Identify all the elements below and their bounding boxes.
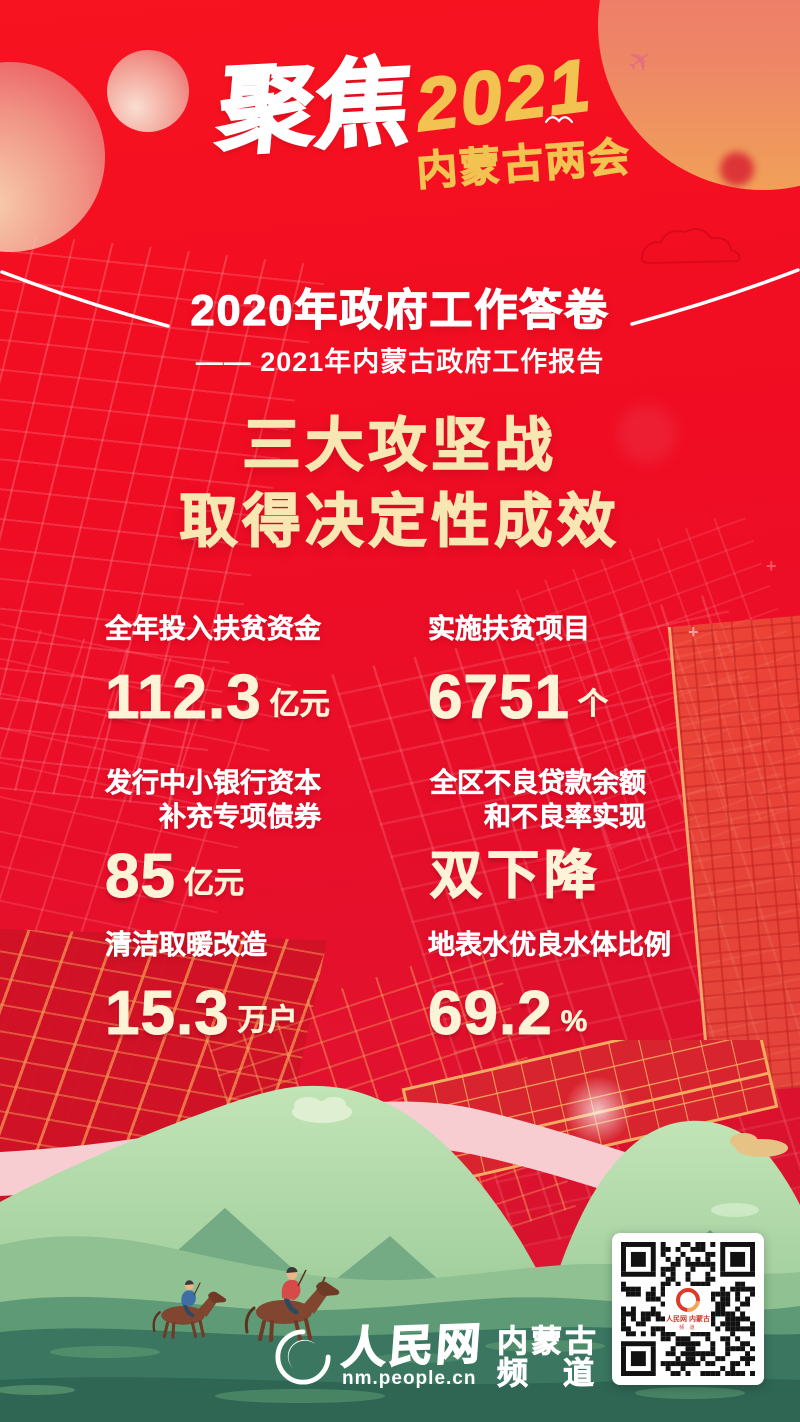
- bokeh-circle-small: [720, 152, 754, 186]
- stat-label: 清洁取暖改造: [105, 930, 267, 961]
- ground-dark: [0, 1377, 800, 1422]
- qr-modules: [621, 1242, 755, 1376]
- brand-focus-calligraphy: 聚焦: [213, 48, 418, 167]
- horse-rider-large: [244, 1266, 340, 1342]
- orange-tower-right: [667, 614, 800, 1096]
- stat-value: 69.2%: [428, 978, 588, 1048]
- tan-cloud: [730, 1133, 788, 1157]
- footer-logo: 人民网 nm.people.cn 内蒙古 频 道: [274, 1319, 599, 1391]
- stat-poverty-funds: 全年投入扶贫资金 112.3 亿元: [105, 612, 331, 733]
- site-name: 人民网: [339, 1319, 485, 1374]
- qr-code: 人民网 内蒙古 频 道: [612, 1233, 764, 1385]
- brand-lockup: 聚焦 2021 内蒙古两会: [213, 42, 633, 195]
- stat-value: 双下降: [429, 846, 602, 905]
- stat-label: 全年投入扶贫资金: [105, 614, 321, 645]
- sparkle-icon: +: [766, 556, 777, 576]
- sphere-small: [107, 50, 189, 132]
- bokeh-circle: [618, 405, 676, 463]
- qr-center-logo: 人民网 内蒙古 频 道: [665, 1282, 711, 1332]
- qr-swirl-icon: [671, 1282, 705, 1317]
- stat-label: 实施扶贫项目: [428, 614, 590, 645]
- stat-value: 85 亿元: [105, 841, 245, 911]
- horse-rider-small: [152, 1280, 227, 1339]
- stat-poverty-projects: 实施扶贫项目 6751 个: [428, 612, 609, 733]
- stat-label: 地表水优良水体比例: [428, 930, 672, 961]
- sphere-large: [0, 62, 105, 252]
- site-url: nm.people.cn: [342, 1368, 477, 1389]
- peoples-daily-moon-icon: [275, 1329, 331, 1385]
- stat-value: 6751 个: [428, 662, 609, 732]
- stat-surface-water: 地表水优良水体比例 69.2%: [428, 928, 672, 1049]
- headline: 三大攻坚战 取得决定性成效: [0, 408, 800, 560]
- stat-npl-double-drop: 全区不良贷款余额 和不良率实现 双下降: [429, 766, 647, 911]
- stat-value: 112.3 亿元: [105, 662, 331, 732]
- headline-line2: 取得决定性成效: [179, 488, 621, 555]
- stat-clean-heating: 清洁取暖改造 15.3 万户: [105, 928, 298, 1049]
- stat-bank-bonds: 发行中小银行资本 补充专项债券 85 亿元: [105, 766, 322, 912]
- grass-streaks: [0, 1340, 745, 1403]
- cloud-outline-icon: [640, 228, 741, 265]
- title-flank-arcs: [0, 268, 800, 328]
- page-title: 2020年政府工作答卷: [190, 286, 610, 335]
- page-subtitle: —— 2021年内蒙古政府工作报告: [195, 347, 605, 377]
- channel-name: 内蒙古 频 道: [497, 1324, 599, 1391]
- stat-label: 全区不良贷款余额 和不良率实现: [430, 768, 647, 833]
- lens-flare-ball: [564, 1076, 632, 1144]
- sparkle-icon: +: [688, 622, 699, 642]
- bird-icon: [545, 116, 573, 124]
- mint-cloud: [711, 1203, 759, 1217]
- stat-label: 发行中小银行资本 补充专项债券: [105, 768, 322, 833]
- stat-value: 15.3 万户: [105, 978, 298, 1048]
- headline-line1: 三大攻坚战: [242, 412, 558, 479]
